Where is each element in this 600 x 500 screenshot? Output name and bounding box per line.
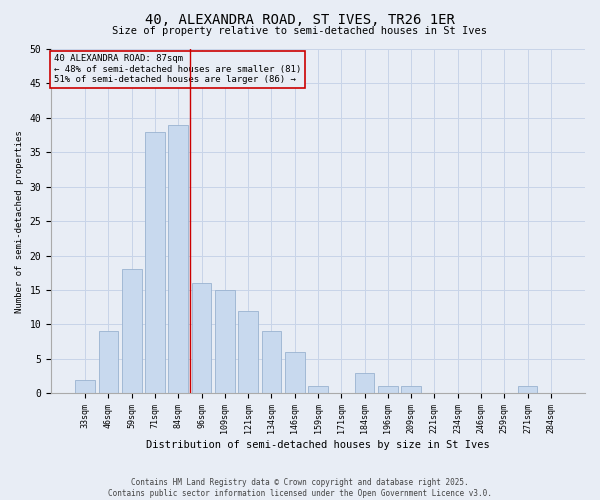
Text: Contains HM Land Registry data © Crown copyright and database right 2025.
Contai: Contains HM Land Registry data © Crown c… — [108, 478, 492, 498]
Bar — [401, 386, 421, 394]
Bar — [262, 332, 281, 394]
Bar — [98, 332, 118, 394]
Bar — [285, 352, 305, 394]
Bar — [215, 290, 235, 394]
Bar — [355, 372, 374, 394]
Bar — [122, 270, 142, 394]
Text: 40, ALEXANDRA ROAD, ST IVES, TR26 1ER: 40, ALEXANDRA ROAD, ST IVES, TR26 1ER — [145, 12, 455, 26]
Bar — [75, 380, 95, 394]
Bar — [192, 283, 211, 394]
Bar — [145, 132, 165, 394]
Text: Size of property relative to semi-detached houses in St Ives: Size of property relative to semi-detach… — [113, 26, 487, 36]
Bar — [308, 386, 328, 394]
Y-axis label: Number of semi-detached properties: Number of semi-detached properties — [15, 130, 24, 312]
Bar — [169, 125, 188, 394]
Text: 40 ALEXANDRA ROAD: 87sqm
← 48% of semi-detached houses are smaller (81)
51% of s: 40 ALEXANDRA ROAD: 87sqm ← 48% of semi-d… — [53, 54, 301, 84]
Bar — [378, 386, 398, 394]
Bar — [518, 386, 538, 394]
Bar — [238, 310, 258, 394]
X-axis label: Distribution of semi-detached houses by size in St Ives: Distribution of semi-detached houses by … — [146, 440, 490, 450]
